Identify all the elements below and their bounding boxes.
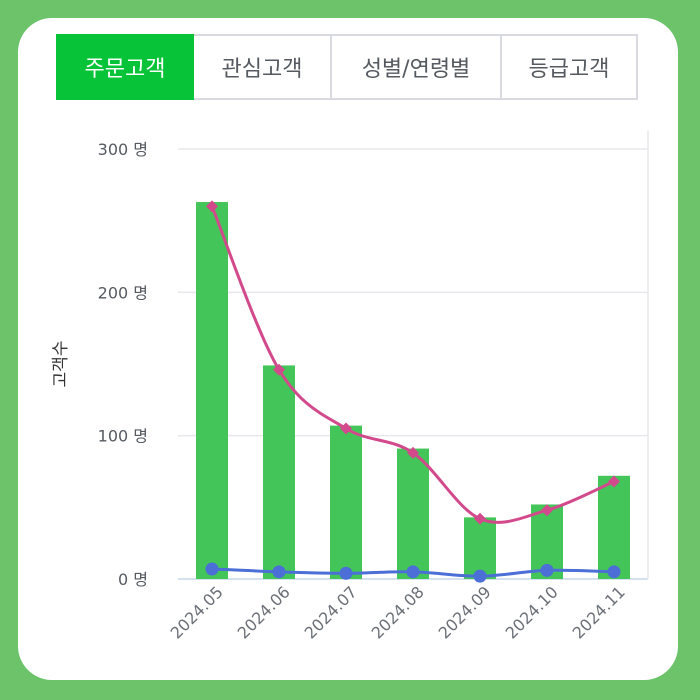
blue-circle-marker bbox=[540, 563, 554, 577]
y-tick-label: 0 명 bbox=[118, 570, 148, 589]
x-tick-label: 2024.05 bbox=[167, 582, 227, 642]
bar bbox=[196, 202, 228, 580]
tab-gender-age[interactable]: 성별/연령별 bbox=[332, 34, 502, 100]
blue-circle-marker bbox=[205, 562, 219, 576]
tab-interest-customers[interactable]: 관심고객 bbox=[194, 34, 332, 100]
tab-grade-customers[interactable]: 등급고객 bbox=[502, 34, 638, 100]
pink-diamond-marker bbox=[541, 504, 553, 517]
pink-diamond-marker bbox=[407, 446, 419, 459]
bar bbox=[263, 365, 295, 579]
y-tick-label: 100 명 bbox=[98, 427, 148, 446]
x-tick-label: 2024.07 bbox=[301, 582, 361, 642]
x-tick-label: 2024.10 bbox=[502, 582, 562, 642]
bar-series bbox=[196, 202, 630, 580]
x-axis-ticks: 2024.05 2024.06 2024.07 2024.08 2024.09 2024.… bbox=[167, 582, 629, 642]
blue-circle-marker bbox=[607, 565, 621, 579]
x-tick-label: 2024.06 bbox=[234, 582, 294, 642]
y-tick-label: 200 명 bbox=[98, 283, 148, 302]
pink-diamond-marker bbox=[608, 475, 620, 488]
pink-diamond-marker bbox=[206, 200, 218, 213]
bar bbox=[598, 475, 630, 579]
bar bbox=[397, 448, 429, 579]
y-tick-label: 300 명 bbox=[98, 140, 148, 159]
blue-circle-marker bbox=[339, 566, 353, 580]
customer-count-chart: 0 명 100 명 200 명 300 명 2024.05 2024.06 2024.07… bbox=[51, 131, 649, 643]
blue-circle-marker bbox=[272, 565, 286, 579]
card-panel: 주문고객 관심고객 성별/연령별 등급고객 0 명 100 명 200 명 300 명… bbox=[18, 18, 678, 680]
blue-circle-marker bbox=[406, 565, 420, 579]
pink-diamond-marker bbox=[340, 422, 352, 435]
x-tick-label: 2024.09 bbox=[435, 582, 495, 642]
x-tick-label: 2024.08 bbox=[368, 582, 428, 642]
blue-circle-marker bbox=[473, 569, 487, 583]
y-axis-title: 고객수 bbox=[51, 341, 71, 388]
pink-diamond-marker bbox=[474, 512, 486, 525]
pink-diamond-marker bbox=[273, 363, 285, 376]
bar bbox=[330, 425, 362, 579]
y-axis-ticks: 0 명 100 명 200 명 300 명 bbox=[98, 140, 148, 589]
customer-tabs: 주문고객 관심고객 성별/연령별 등급고객 bbox=[56, 34, 638, 100]
line-series bbox=[205, 200, 621, 583]
bar bbox=[464, 517, 496, 579]
x-tick-label: 2024.11 bbox=[569, 582, 629, 642]
tab-order-customers[interactable]: 주문고객 bbox=[56, 34, 194, 100]
